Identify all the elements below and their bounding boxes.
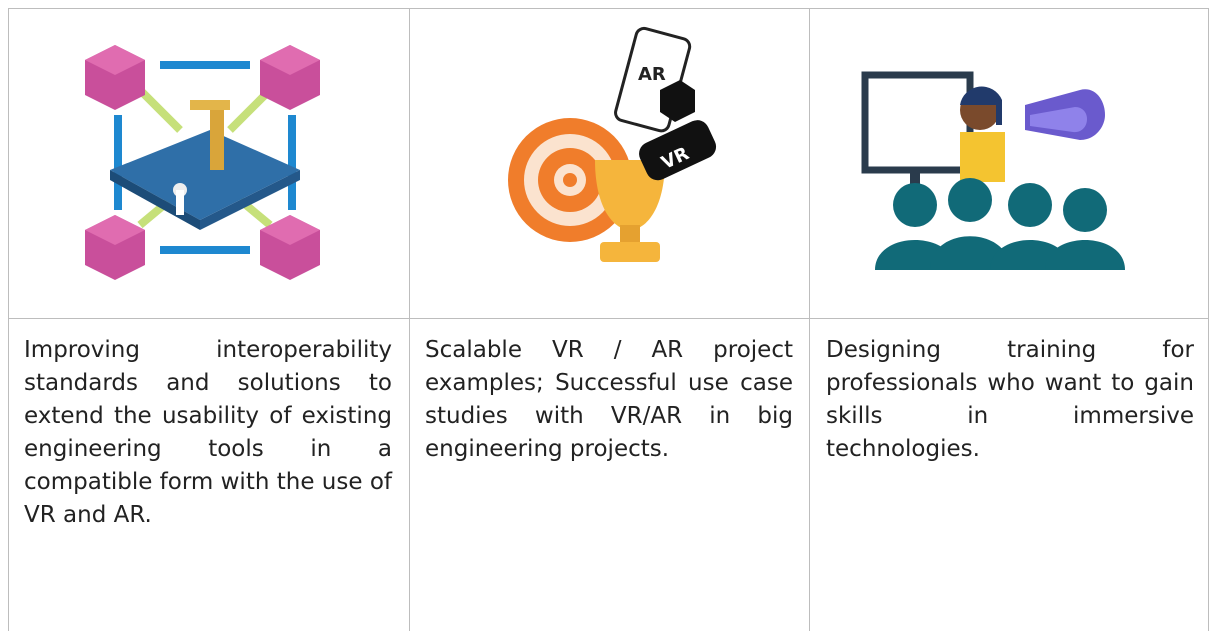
column-divider [409, 8, 410, 631]
projects-icon: AR VR [508, 26, 717, 262]
cell-text: Designing training for professionals who… [826, 337, 1194, 462]
cell-text: Scalable VR / AR project examples; Succe… [425, 337, 793, 462]
table-border [8, 8, 1209, 9]
column-divider [809, 8, 810, 631]
row-divider [8, 318, 1209, 319]
icon-label: AR [638, 64, 666, 85]
interoperability-icon [85, 45, 320, 280]
cell-text: Improving interoperability standards and… [24, 337, 392, 528]
training-icon [861, 71, 1125, 270]
column-divider [8, 8, 9, 631]
